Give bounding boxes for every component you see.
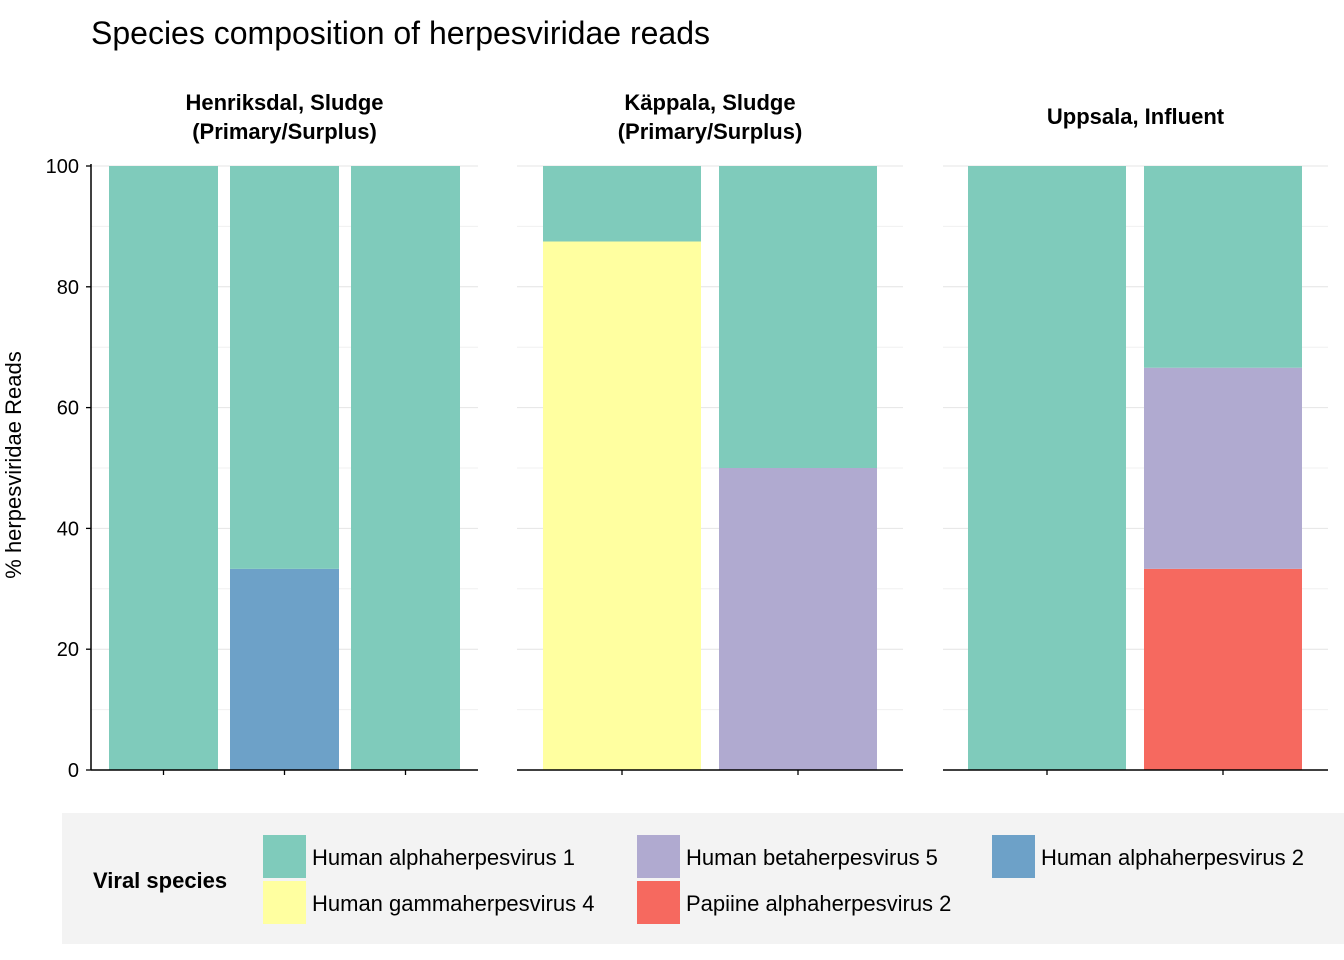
bar-segment — [230, 568, 339, 770]
y-tick-label: 80 — [57, 277, 79, 299]
y-tick-label: 20 — [57, 639, 79, 661]
legend-label: Human gammaherpesvirus 4 — [312, 891, 594, 916]
legend-title: Viral species — [93, 868, 227, 893]
y-axis-label: % herpesviridae Reads — [1, 351, 26, 578]
bar-segment — [1144, 568, 1302, 770]
facet-panel: Henriksdal, Sludge (Primary/Surplus) — [91, 90, 478, 775]
facet-title: Uppsala, Influent — [1047, 104, 1225, 129]
bar-segment — [230, 166, 339, 569]
legend-item: Human alphaherpesvirus 2 — [992, 835, 1304, 878]
legend-label: Human alphaherpesvirus 1 — [312, 845, 575, 870]
legend: Viral species Human alphaherpesvirus 1 Hu… — [62, 813, 1344, 944]
bar-segment — [543, 166, 701, 242]
facet-title: Käppala, Sludge — [624, 90, 795, 115]
legend-swatch — [992, 835, 1035, 878]
legend-swatch — [263, 881, 306, 924]
facet-panel: Uppsala, Influent — [943, 104, 1328, 775]
y-tick-label: 60 — [57, 398, 79, 420]
plot-area: 0 20 40 60 80 100 Henriksdal, Sludge (Primary/S… — [46, 90, 1328, 782]
legend-label: Human betaherpesvirus 5 — [686, 845, 938, 870]
legend-swatch — [637, 881, 680, 924]
facet-panel: Käppala, Sludge (Primary/Surplus) — [517, 90, 903, 775]
legend-item: Human gammaherpesvirus 4 — [263, 881, 594, 924]
legend-swatch — [637, 835, 680, 878]
legend-item: Human alphaherpesvirus 1 — [263, 835, 575, 878]
bar-segment — [1144, 166, 1302, 368]
legend-label: Papiine alphaherpesvirus 2 — [686, 891, 951, 916]
legend-swatch — [263, 835, 306, 878]
legend-item: Human betaherpesvirus 5 — [637, 835, 938, 878]
chart-title: Species composition of herpesviridae rea… — [91, 15, 710, 51]
facet-title: (Primary/Surplus) — [618, 119, 803, 144]
facet-title: Henriksdal, Sludge — [185, 90, 383, 115]
bar-segment — [719, 468, 877, 770]
bar-segment — [109, 166, 218, 770]
bar-segment — [719, 166, 877, 468]
facet-title: (Primary/Surplus) — [192, 119, 377, 144]
y-tick-label: 100 — [46, 156, 79, 178]
bar-segment — [351, 166, 460, 770]
y-tick-label: 40 — [57, 518, 79, 540]
bar-segment — [968, 166, 1126, 770]
y-tick-label: 0 — [68, 760, 79, 782]
legend-label: Human alphaherpesvirus 2 — [1041, 845, 1304, 870]
legend-background — [62, 813, 1344, 944]
legend-item: Papiine alphaherpesvirus 2 — [637, 881, 951, 924]
bar-segment — [1144, 367, 1302, 569]
bar-segment — [543, 241, 701, 770]
